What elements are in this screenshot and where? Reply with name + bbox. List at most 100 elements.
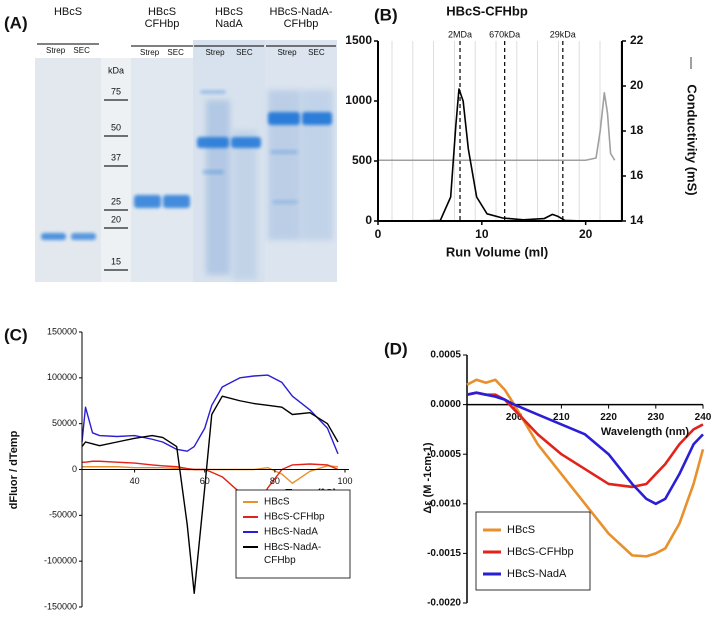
group-title: HBcS [54,6,82,18]
x-tick-label: 60 [200,476,210,486]
y-tick-label: 0.0000 [430,399,461,410]
y-tick-label: 50000 [52,418,77,428]
lane-label: SEC [236,48,253,57]
group-title: CFHbp [145,18,180,30]
series-line [82,465,339,484]
lane-label: SEC [167,48,184,57]
y2-tick-label: 22 [630,33,644,47]
marker-unit: kDa [108,65,124,75]
panel-label: (B) [374,5,398,24]
legend-label: HBcS [507,524,535,536]
gel-smear [206,100,230,275]
y-tick-label: -0.0005 [427,449,461,460]
y-tick-label: 500 [352,153,372,167]
x-axis-label: Wavelength (nm) [601,426,690,438]
legend-box [235,489,351,579]
y2-tick-label: 20 [630,78,644,92]
x-tick-label: 230 [647,412,664,423]
lane-label: Strep [205,48,225,57]
series-line [466,391,704,506]
group-title: HBcS-NadA- [270,6,333,18]
y2-tick-label: 18 [630,123,644,137]
y2-axis-label: Conductivity (mS) [685,84,700,195]
gel-smear [233,130,257,280]
annotation-label: 29kDa [550,29,576,39]
y2-tick-label: 16 [630,168,644,182]
legend-label: HBcS-CFHbp [507,546,574,558]
gel-band [163,195,190,208]
group-title: HBcS [215,6,243,18]
y-tick-label: -100000 [44,556,77,566]
lane-label: SEC [308,48,325,57]
series-line [378,88,617,222]
y-tick-label: 0 [72,464,77,474]
x-tick-label: 80 [270,476,280,486]
y-tick-label: -50000 [49,510,77,520]
y-axis-label: dFluor / dTemp [8,430,20,509]
marker-label: 37 [111,152,121,162]
marker-label: 50 [111,122,121,132]
y-tick-label: 1500 [345,33,372,47]
series-line [466,378,705,558]
y-tick-label: -0.0010 [427,498,461,509]
series-line [378,91,616,162]
annotation-label: 2MDa [448,29,472,39]
x-tick-label: 20 [579,227,593,241]
group-title: HBcS [148,6,176,18]
legend-label: HBcS-CFHbp [264,512,325,523]
y-tick-label: -0.0020 [427,598,461,609]
y-tick-label: 1000 [345,93,372,107]
gel-band [272,200,298,204]
gel-band [200,90,226,94]
x-tick-label: 10 [475,227,489,241]
legend-label: HBcS [264,497,290,508]
x-tick-label: 240 [695,412,712,423]
lane-label: Strep [46,46,66,55]
gel-lane-area [131,58,193,282]
legend-label: HBcS-NadA [507,568,567,580]
gel-band [197,137,229,148]
gel-band [41,233,66,240]
lane-label: Strep [277,48,297,57]
group-title: CFHbp [284,18,319,30]
gel-band [71,233,96,240]
gel-lane-area [35,58,101,282]
legend-line: HBcS-NadA- [264,542,321,553]
lane-label: Strep [140,48,160,57]
gel-marker-area [101,58,131,282]
x-tick-label: 220 [600,412,617,423]
marker-label: 75 [111,86,121,96]
y-tick-label: 0 [365,213,372,227]
x-axis-label: Run Volume (ml) [446,244,548,259]
x-tick-label: 100 [337,476,352,486]
gel-band [270,150,298,154]
y-tick-label: -0.0015 [427,548,461,559]
series-line [81,395,339,594]
y2-tick-label: 14 [630,213,644,227]
x-tick-label: 200 [506,412,523,423]
y-tick-label: 150000 [47,326,77,336]
legend-label: HBcS-NadA [264,527,318,538]
panel-label: (D) [384,339,408,358]
legend-label: HBcS-NadA- CFHbp [264,542,321,566]
gel-band [268,112,300,125]
lane-label: SEC [73,46,90,55]
series-line [466,391,704,489]
gel-band [202,170,224,174]
annotation-label: 670kDa [489,29,520,39]
gel-band [231,137,261,148]
series-line [81,374,339,455]
y-tick-label: 100000 [47,372,77,382]
x-tick-label: 210 [553,412,570,423]
gel-band [302,112,332,125]
group-title: NadA [215,18,243,30]
x-tick-label: 0 [375,227,382,241]
panel-label: (C) [4,325,28,344]
marker-label: 20 [111,214,121,224]
y-tick-label: -150000 [44,601,77,611]
marker-label: 15 [111,256,121,266]
gel-band [134,195,161,208]
legend-line: CFHbp [264,555,296,566]
chart-title: HBcS-CFHbp [446,3,528,18]
